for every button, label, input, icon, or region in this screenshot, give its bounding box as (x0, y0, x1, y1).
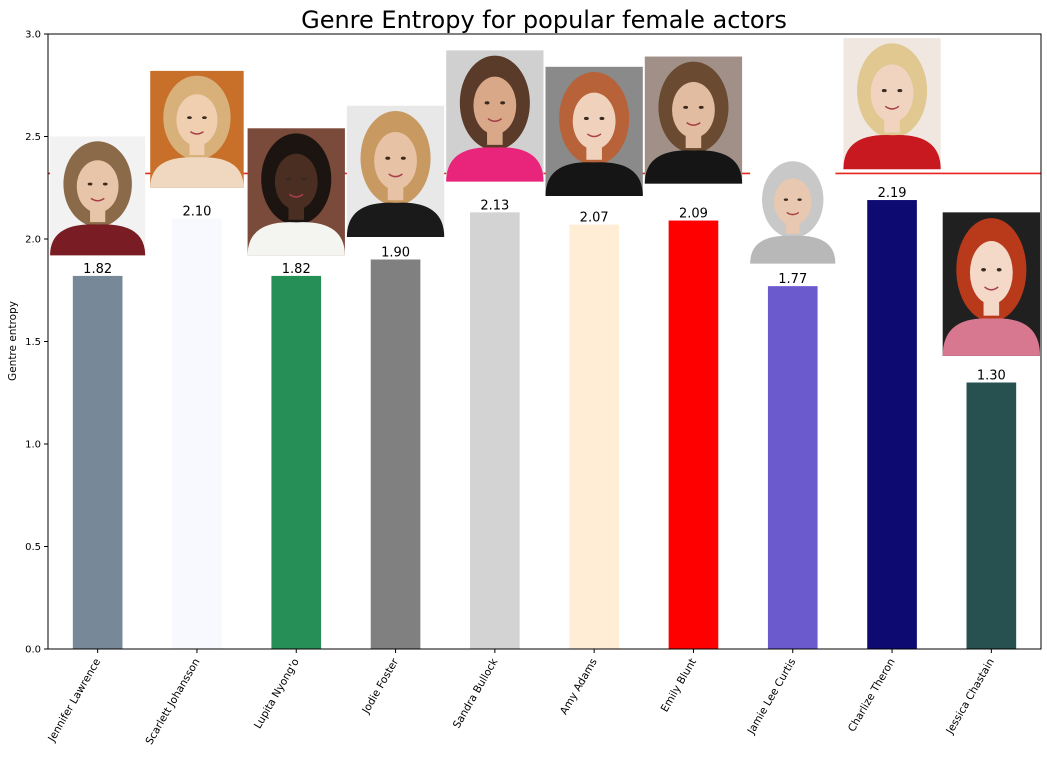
jodie-foster-portrait-icon (346, 105, 445, 237)
bar-value-label: 1.90 (381, 246, 410, 261)
y-tick-label: 2.0 (25, 235, 41, 246)
bar-value-label: 2.13 (480, 198, 509, 213)
bar-value-label: 2.10 (182, 205, 211, 220)
bar-value-label: 1.82 (83, 262, 112, 277)
bar[interactable] (370, 259, 421, 650)
jamie-lee-curtis-portrait-icon (750, 157, 836, 264)
chart-title: Genre Entropy for popular female actors (301, 6, 787, 34)
bar[interactable] (271, 275, 322, 649)
bar[interactable] (470, 212, 520, 649)
bar-value-label: 1.82 (282, 262, 311, 277)
bar-value-label: 2.09 (679, 207, 708, 222)
plot-frame (47, 33, 1042, 650)
scarlett-johansson-portrait-icon (150, 70, 244, 188)
amy-adams-portrait-icon (545, 66, 643, 196)
lupita-nyongo-portrait-icon (247, 128, 345, 256)
charlize-theron-portrait-icon (843, 38, 941, 170)
bar-value-label: 2.19 (878, 186, 907, 201)
y-tick-label: 2.5 (25, 132, 41, 143)
bar[interactable] (569, 224, 619, 649)
bar[interactable] (966, 382, 1017, 650)
y-tick-label: 1.0 (25, 440, 41, 451)
bar[interactable] (172, 218, 222, 650)
bar[interactable] (767, 286, 818, 649)
y-axis-label: Gentre entropy (7, 301, 19, 381)
bar-value-label: 1.30 (977, 369, 1006, 384)
y-tick-label: 0.5 (25, 542, 41, 553)
bar[interactable] (668, 220, 719, 650)
y-tick-label: 0.0 (25, 645, 41, 656)
y-tick-label: 1.5 (25, 337, 41, 348)
jennifer-lawrence-portrait-icon (50, 136, 146, 256)
bar[interactable] (867, 200, 917, 650)
bar-value-label: 1.77 (778, 272, 807, 287)
bar-value-label: 2.07 (580, 211, 609, 226)
emily-blunt-portrait-icon (644, 56, 743, 184)
sandra-bullock-portrait-icon (446, 50, 544, 182)
y-tick-label: 3.0 (25, 30, 41, 41)
jessica-chastain-portrait-icon (942, 212, 1041, 356)
bar[interactable] (72, 275, 123, 649)
